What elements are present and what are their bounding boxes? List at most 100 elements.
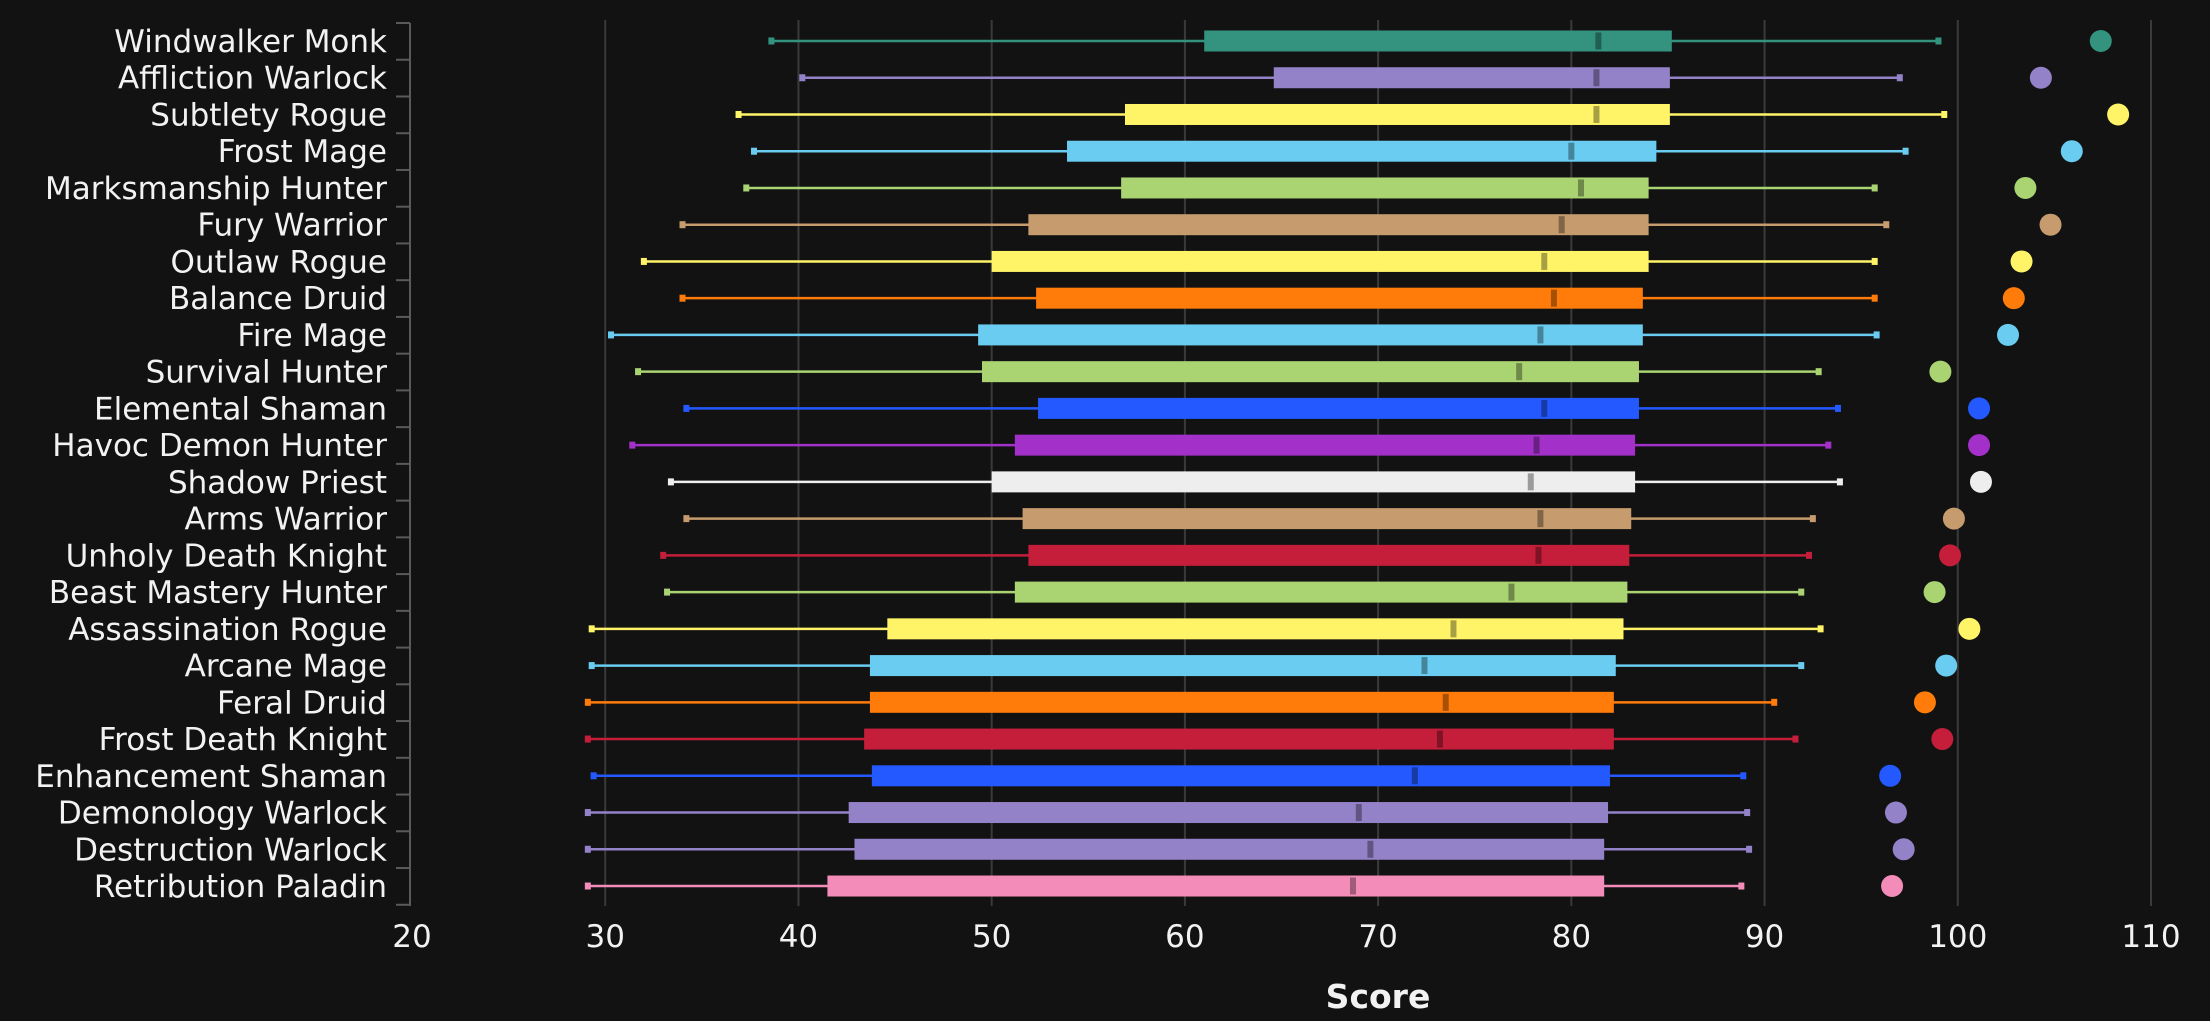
- iqr-box: [1014, 581, 1628, 603]
- max-score-dot: [1892, 838, 1915, 861]
- median-marker: [1537, 326, 1544, 344]
- x-tick-label: 100: [1928, 919, 1987, 955]
- whisker-high-cap: [1817, 625, 1824, 633]
- max-score-dot: [2029, 66, 2052, 89]
- whisker-high-cap: [1798, 662, 1805, 670]
- box-row: Assassination Rogue: [68, 612, 1981, 648]
- category-label: Enhancement Shaman: [35, 759, 387, 795]
- max-score-dot: [2039, 213, 2062, 236]
- whisker-low-cap: [588, 625, 595, 633]
- iqr-box: [871, 765, 1610, 787]
- box-row: Enhancement Shaman: [35, 759, 1902, 795]
- whisker-high-cap: [1746, 845, 1753, 853]
- box-row: Survival Hunter: [146, 355, 1952, 391]
- category-label: Balance Druid: [169, 281, 387, 317]
- whisker-low-cap: [679, 294, 686, 302]
- box-row: Frost Mage: [218, 134, 2083, 170]
- median-marker: [1558, 216, 1565, 234]
- iqr-box: [1204, 30, 1672, 52]
- x-tick-labels: 20 30 40 50 60 70 80 90 100 110: [392, 919, 2180, 955]
- category-label: Survival Hunter: [146, 355, 388, 391]
- max-score-dot: [2107, 103, 2130, 126]
- max-score-dot: [2089, 30, 2112, 52]
- whisker-high-cap: [1935, 37, 1942, 45]
- category-label: Marksmanship Hunter: [45, 171, 387, 207]
- box-row: Shadow Priest: [168, 465, 1992, 501]
- box-row: Affliction Warlock: [118, 61, 2052, 97]
- category-label: Frost Death Knight: [99, 722, 387, 758]
- iqr-box: [887, 618, 1624, 640]
- max-score-dot: [1935, 654, 1958, 677]
- whisker-low-cap: [660, 551, 667, 559]
- whisker-high-cap: [1871, 257, 1878, 265]
- category-label: Shadow Priest: [168, 465, 387, 501]
- whisker-high-cap: [1873, 331, 1880, 339]
- max-score-dot: [1929, 360, 1952, 383]
- whisker-low-cap: [664, 588, 671, 596]
- box-row: Outlaw Rogue: [170, 244, 2033, 280]
- whisker-low-cap: [584, 735, 591, 743]
- max-score-dot: [1968, 434, 1991, 457]
- category-label: Havoc Demon Hunter: [52, 428, 387, 464]
- max-score-dot: [2002, 287, 2025, 310]
- box-row: Arcane Mage: [185, 649, 1958, 685]
- whisker-high-cap: [1798, 588, 1805, 596]
- whisker-low-cap: [751, 147, 758, 155]
- median-marker: [1593, 105, 1600, 123]
- max-score-dot: [1881, 875, 1904, 898]
- box-row: Marksmanship Hunter: [45, 171, 2037, 207]
- iqr-box: [869, 655, 1616, 677]
- category-label: Unholy Death Knight: [66, 538, 387, 574]
- x-tick-label: 40: [779, 919, 818, 955]
- max-score-dot: [1923, 581, 1946, 604]
- iqr-box: [982, 361, 1639, 383]
- median-marker: [1541, 252, 1548, 270]
- category-label: Windwalker Monk: [114, 24, 387, 60]
- whisker-high-cap: [1771, 698, 1778, 706]
- category-label: Destruction Warlock: [74, 832, 387, 868]
- iqr-box: [1014, 434, 1636, 456]
- max-score-dot: [1931, 728, 1954, 751]
- max-score-dot: [2010, 250, 2033, 273]
- x-tick-label: 60: [1165, 919, 1204, 955]
- median-marker: [1450, 620, 1457, 638]
- category-label: Affliction Warlock: [118, 61, 387, 97]
- whisker-low-cap: [683, 404, 690, 412]
- max-score-dot: [1968, 397, 1991, 420]
- x-tick-label: 110: [2121, 919, 2180, 955]
- box-row: Fury Warrior: [197, 208, 2062, 244]
- category-label: Demonology Warlock: [58, 796, 387, 832]
- max-score-dot: [1913, 691, 1936, 714]
- iqr-box: [1273, 67, 1670, 89]
- whisker-low-cap: [584, 698, 591, 706]
- whisker-high-cap: [1738, 882, 1745, 890]
- whisker-low-cap: [640, 257, 647, 265]
- iqr-box: [1036, 287, 1643, 309]
- median-marker: [1541, 399, 1548, 417]
- whisker-low-cap: [679, 221, 686, 229]
- x-tick-label: 20: [392, 919, 431, 955]
- median-marker: [1436, 730, 1443, 748]
- max-score-dot: [1958, 617, 1981, 640]
- whisker-low-cap: [608, 331, 615, 339]
- box-row: Subtlety Rogue: [150, 97, 2130, 133]
- category-label: Arms Warrior: [184, 502, 387, 538]
- whisker-high-cap: [1825, 441, 1832, 449]
- grid-lines: [604, 20, 2152, 906]
- whisker-low-cap: [635, 368, 642, 376]
- median-marker: [1349, 877, 1356, 895]
- x-tick-label: 70: [1358, 919, 1397, 955]
- iqr-box: [991, 471, 1636, 493]
- max-score-dot: [1884, 801, 1907, 824]
- whisker-high-cap: [1941, 110, 1948, 118]
- iqr-box: [1022, 508, 1632, 530]
- max-score-dot: [1942, 507, 1965, 530]
- median-marker: [1355, 804, 1362, 822]
- whisker-high-cap: [1836, 478, 1843, 486]
- whisker-high-cap: [1834, 404, 1841, 412]
- whisker-high-cap: [1815, 368, 1822, 376]
- whisker-high-cap: [1902, 147, 1909, 155]
- iqr-box: [978, 324, 1643, 346]
